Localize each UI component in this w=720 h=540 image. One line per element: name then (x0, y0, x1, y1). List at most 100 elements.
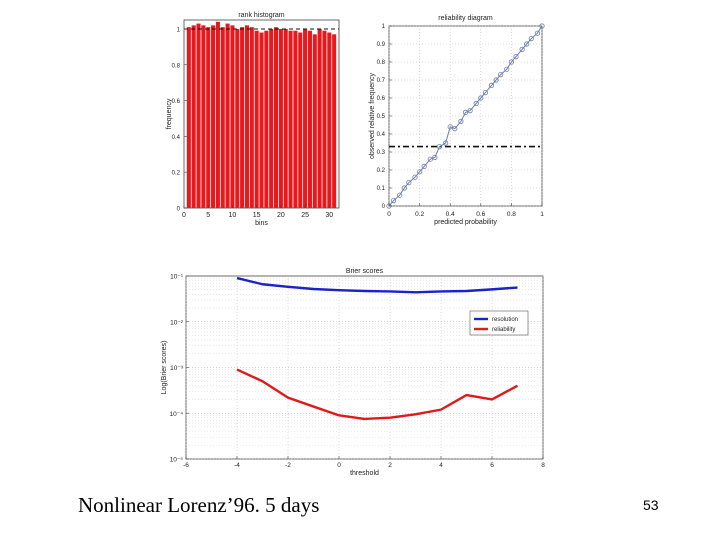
rel-x-tick-label: 0.2 (415, 211, 424, 218)
hist-bar (235, 28, 240, 209)
brier-y-tick-label: 10⁻¹ (170, 274, 184, 281)
rel-y-tick-label: 0 (382, 204, 386, 210)
rel-x-tick-label: 0 (387, 211, 391, 218)
rel-xlabel: predicted probability (434, 219, 497, 226)
hist-bar (244, 25, 250, 208)
hist-x-tick-label: 20 (277, 212, 285, 219)
hist-bar (293, 30, 298, 208)
hist-bar (254, 30, 259, 208)
hist-bar (283, 28, 288, 209)
rel-point (406, 180, 412, 186)
hist-bar (322, 30, 327, 208)
brier-y-tick-label: 10⁻⁵ (170, 457, 184, 464)
hist-bar (317, 28, 322, 209)
hist-y-tick-label: 0.6 (172, 99, 181, 105)
hist-xlabel: bins (255, 220, 268, 227)
brier-scores-chart: Brier scores threshold Log(Brier scores) -6… (161, 268, 545, 477)
rel-y-tick-label: 0.9 (377, 42, 386, 48)
rel-point (397, 192, 403, 198)
hist-bar (273, 27, 279, 208)
rel-point (478, 95, 484, 101)
brier-x-tick-label: -2 (285, 462, 291, 469)
rel-point (482, 90, 488, 96)
rel-point (452, 126, 458, 132)
rel-ylabel: observed relative frequency (369, 73, 376, 159)
brier-legend (469, 310, 529, 336)
rel-y-tick-label: 1 (382, 24, 386, 30)
rel-y-tick-label: 0.8 (377, 60, 386, 66)
rel-point (412, 174, 418, 180)
hist-x-tick-label: 0 (182, 212, 186, 219)
hist-x-tick-label: 30 (325, 212, 333, 219)
rel-point (528, 35, 534, 42)
hist-x-tick-label: 15 (253, 212, 261, 219)
rel-x-tick-label: 0.6 (476, 211, 485, 218)
hist-bar (186, 27, 191, 208)
hist-bar (225, 23, 230, 209)
brier-y-tick-label: 10⁻³ (170, 365, 184, 372)
rel-point (462, 109, 469, 116)
hist-title: rank histogram (238, 12, 284, 19)
brier-x-tick-label: 6 (490, 462, 494, 469)
rel-y-tick-label: 0.5 (377, 114, 386, 120)
rel-series-line (388, 25, 543, 207)
hist-bar (332, 34, 337, 209)
rel-point (473, 100, 479, 107)
hist-bar (201, 25, 206, 208)
rel-y-tick-label: 0.4 (377, 132, 386, 138)
hist-bar (196, 23, 201, 209)
brier-legend-label: resolution (492, 317, 518, 323)
rel-point (519, 46, 525, 53)
rel-point (390, 198, 397, 204)
rel-point (458, 118, 464, 125)
hist-bar (211, 25, 216, 208)
rel-point (416, 169, 423, 175)
hist-y-tick-label: 0 (177, 207, 181, 213)
rel-point (539, 23, 545, 29)
brier-y-tick-label: 10⁻⁴ (170, 411, 184, 418)
hist-bar (288, 30, 293, 208)
brier-x-tick-label: 4 (439, 462, 443, 469)
brier-x-tick-label: -4 (234, 462, 240, 469)
hist-bar (264, 30, 269, 208)
hist-bar (312, 34, 317, 209)
rel-y-tick-label: 0.1 (377, 186, 386, 192)
rel-point (493, 77, 499, 83)
rel-point (508, 59, 514, 65)
hist-bar (240, 27, 245, 208)
rel-point (504, 66, 510, 72)
brier-y-tick-label: 10⁻² (170, 319, 184, 326)
slide-caption: Nonlinear Lorenz’96. 5 days (78, 493, 320, 517)
brier-x-tick-label: 0 (337, 462, 341, 469)
rel-y-tick-label: 0.7 (377, 78, 386, 84)
rel-point (436, 144, 443, 150)
hist-x-tick-label: 25 (301, 212, 309, 219)
rel-x-tick-label: 0.8 (507, 211, 516, 218)
rel-point (513, 53, 519, 60)
rel-point (498, 72, 504, 78)
hist-bar (278, 28, 283, 209)
brier-series-resolution (236, 276, 518, 294)
rel-point (447, 124, 453, 130)
brier-x-tick-label: 8 (541, 462, 545, 469)
hist-bar (191, 25, 196, 208)
reliability-diagram-chart: reliability diagram predicted probability… (369, 15, 545, 226)
hist-bar (327, 32, 332, 209)
rel-point (421, 163, 427, 169)
brier-series-reliability (236, 368, 519, 421)
hist-bar (230, 25, 235, 208)
brier-ylabel: Log(Brier scores) (161, 341, 168, 395)
hist-bar (215, 21, 220, 208)
rel-point (534, 30, 541, 36)
rel-point (524, 41, 530, 47)
hist-y-tick-label: 1 (177, 27, 181, 33)
rel-point (443, 140, 449, 146)
rel-y-tick-label: 0.6 (377, 96, 386, 102)
rel-point (488, 82, 495, 89)
hist-bar (303, 28, 308, 209)
hist-bar (206, 27, 211, 208)
brier-x-tick-label: -6 (183, 462, 189, 469)
hist-y-tick-label: 0.2 (172, 171, 181, 177)
